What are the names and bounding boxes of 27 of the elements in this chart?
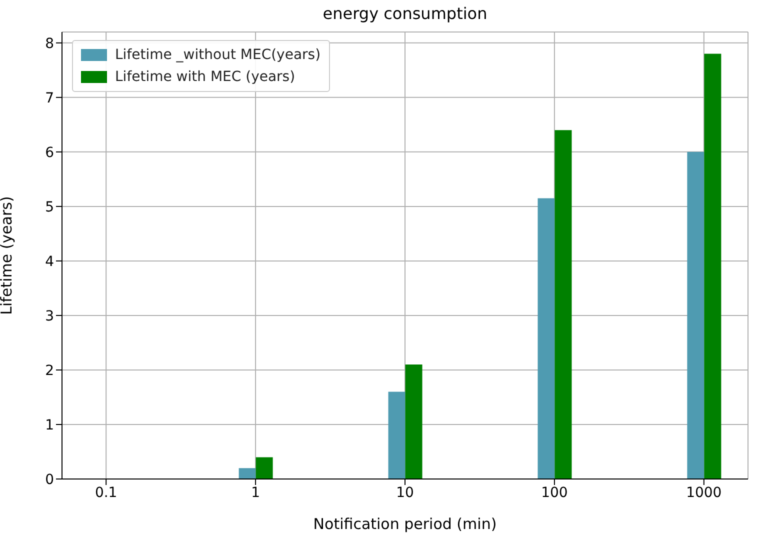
legend-label: Lifetime _without MEC(years) — [115, 46, 321, 65]
y-tick-label: 3 — [45, 308, 54, 324]
x-axis-title: Notification period (min) — [313, 515, 497, 533]
bar — [554, 130, 572, 479]
bar — [538, 198, 555, 479]
y-tick-label: 6 — [45, 144, 54, 161]
y-tick-label: 2 — [45, 362, 54, 379]
y-tick-label: 5 — [45, 199, 54, 216]
x-tick-label: 10 — [396, 484, 414, 501]
bar — [704, 54, 722, 479]
y-axis-title: Lifetime (years) — [0, 196, 16, 315]
bar — [388, 392, 406, 479]
x-tick-label: 100 — [541, 484, 568, 501]
y-tick-label: 0 — [45, 472, 54, 488]
y-tick-label: 8 — [45, 36, 54, 52]
bar — [405, 364, 422, 479]
y-tick-label: 4 — [45, 254, 54, 270]
y-tick-label: 7 — [45, 90, 54, 106]
x-tick-label: 1 — [251, 484, 260, 501]
x-tick-label: 1000 — [686, 484, 722, 501]
chart-title: energy consumption — [322, 4, 488, 23]
legend-label: Lifetime with MEC (years) — [115, 68, 296, 87]
bar — [238, 468, 256, 479]
bar — [687, 152, 704, 479]
bar — [256, 457, 273, 479]
x-tick-label: 0.1 — [94, 484, 118, 501]
y-tick-label: 1 — [45, 417, 54, 434]
